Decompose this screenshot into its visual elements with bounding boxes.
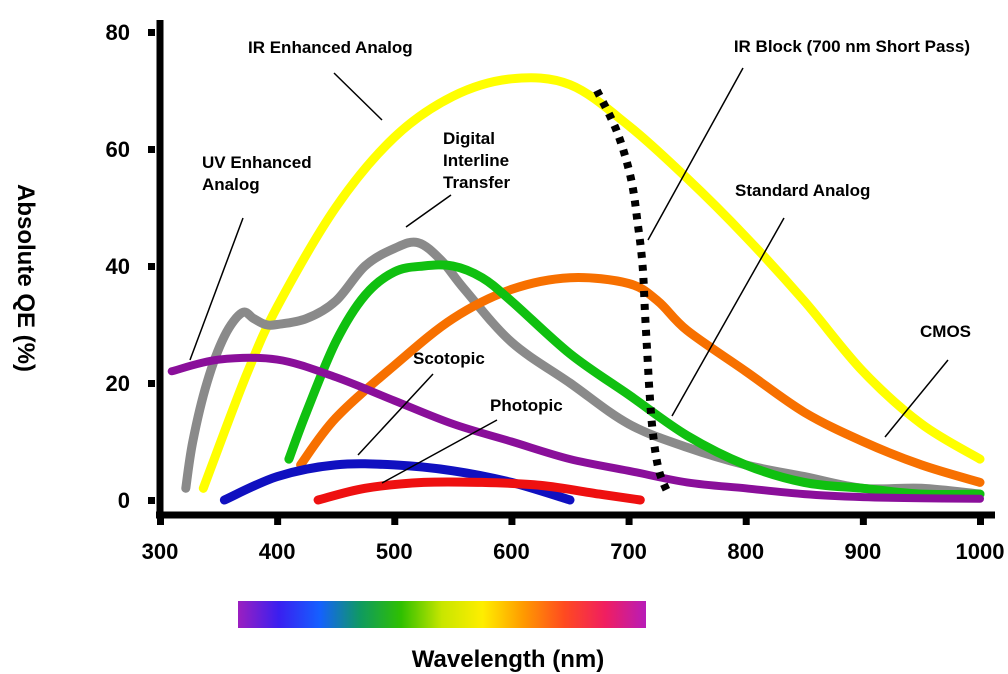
x-tick-label: 400 bbox=[259, 539, 296, 564]
annotation-uv-enhanced-analog: UV Enhanced Analog bbox=[189, 153, 312, 361]
photopic-curve bbox=[313, 477, 645, 505]
annotation-text: Standard Analog bbox=[735, 181, 870, 200]
x-tick-mark bbox=[391, 518, 399, 525]
x-axis-label: Wavelength (nm) bbox=[412, 646, 604, 673]
annotation-text: Photopic bbox=[490, 396, 563, 415]
y-tick-mark bbox=[148, 497, 155, 504]
annotation-text: IR Enhanced Analog bbox=[248, 38, 413, 57]
annotation-leader-line bbox=[671, 217, 785, 417]
x-tick-label: 900 bbox=[844, 539, 881, 564]
annotation-leader-line bbox=[405, 194, 452, 228]
y-axis-label: Absolute QE (%) bbox=[12, 184, 39, 372]
green-curve bbox=[284, 260, 985, 500]
y-tick-mark bbox=[148, 380, 155, 387]
standard-analog-curve bbox=[296, 273, 985, 487]
ir-enhanced-analog-curve bbox=[198, 73, 985, 493]
x-tick-label: 600 bbox=[493, 539, 530, 564]
y-ticks: 0 20 40 60 80 bbox=[106, 20, 155, 513]
plot-curves bbox=[167, 73, 985, 505]
y-tick-label: 0 bbox=[118, 488, 130, 513]
x-tick-label: 800 bbox=[727, 539, 764, 564]
annotation-ir-block-700-nm-short-pass: IR Block (700 nm Short Pass) bbox=[647, 37, 970, 241]
annotation-standard-analog: Standard Analog bbox=[671, 181, 870, 417]
annotation-digital-interline-transfer: Digital Interline Transfer bbox=[405, 129, 510, 228]
x-tick-mark bbox=[508, 518, 516, 525]
x-tick-label: 700 bbox=[610, 539, 647, 564]
annotation-leader-line bbox=[647, 67, 744, 241]
y-tick-label: 60 bbox=[106, 137, 130, 162]
y-tick-label: 80 bbox=[106, 20, 130, 45]
annotation-text: Interline bbox=[443, 151, 509, 170]
y-tick-mark bbox=[148, 29, 155, 36]
y-tick-mark bbox=[148, 146, 155, 153]
y-tick-mark bbox=[148, 263, 155, 270]
annotation-cmos: CMOS bbox=[884, 322, 971, 438]
annotation-leader-line bbox=[357, 373, 434, 456]
y-tick-label: 20 bbox=[106, 371, 130, 396]
x-tick-mark bbox=[625, 518, 633, 525]
x-tick-label: 1000 bbox=[956, 539, 1005, 564]
annotation-text: Transfer bbox=[443, 173, 510, 192]
x-tick-mark bbox=[157, 518, 164, 525]
axes bbox=[156, 20, 995, 519]
x-tick-mark bbox=[977, 518, 984, 525]
x-tick-label: 500 bbox=[376, 539, 413, 564]
annotation-text: Digital bbox=[443, 129, 495, 148]
uv-enhanced-analog-curve bbox=[167, 353, 984, 503]
annotation-scotopic: Scotopic bbox=[357, 349, 485, 456]
x-ticks: 300 400 500 600 700 800 900 1000 bbox=[142, 518, 1005, 564]
ir-block-700-nm-short-pass-curve bbox=[593, 88, 673, 496]
x-tick-label: 300 bbox=[142, 539, 179, 564]
annotation-text: CMOS bbox=[920, 322, 971, 341]
annotation-ir-enhanced-analog: IR Enhanced Analog bbox=[248, 38, 413, 121]
annotation-text: Scotopic bbox=[413, 349, 485, 368]
annotation-text: UV Enhanced bbox=[202, 153, 312, 172]
x-tick-mark bbox=[274, 518, 282, 525]
spectrum-bar bbox=[238, 601, 646, 628]
annotation-text: Analog bbox=[202, 175, 260, 194]
annotations: IR Enhanced Analog IR Block (700 nm Short… bbox=[189, 37, 971, 484]
annotation-text: IR Block (700 nm Short Pass) bbox=[734, 37, 970, 56]
y-tick-label: 40 bbox=[106, 254, 130, 279]
annotation-photopic: Photopic bbox=[381, 396, 563, 484]
annotation-leader-line bbox=[333, 72, 383, 121]
x-tick-mark bbox=[859, 518, 867, 525]
annotation-leader-line bbox=[189, 217, 244, 361]
annotation-leader-line bbox=[884, 359, 949, 438]
annotation-leader-line bbox=[381, 419, 498, 484]
x-tick-mark bbox=[742, 518, 750, 525]
